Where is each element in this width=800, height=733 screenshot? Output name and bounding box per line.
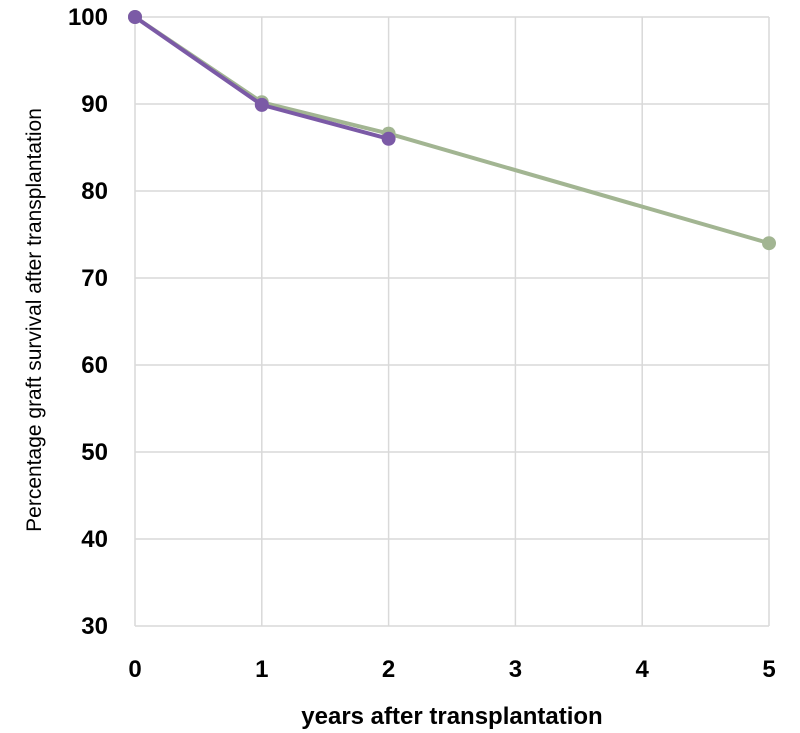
series-group — [128, 10, 776, 251]
series-1-point-3 — [762, 236, 776, 251]
x-tick-label-2: 2 — [382, 656, 395, 683]
y-tick-label-50: 50 — [81, 439, 108, 466]
y-tick-label-70: 70 — [81, 265, 108, 292]
y-tick-label-90: 90 — [81, 91, 108, 118]
series-2 — [128, 10, 396, 146]
y-axis-tick-labels: 30 40 50 60 70 80 90 100 — [68, 4, 108, 640]
x-tick-label-4: 4 — [636, 656, 650, 683]
y-tick-label-30: 30 — [81, 613, 108, 640]
y-tick-label-60: 60 — [81, 352, 108, 379]
x-tick-label-5: 5 — [762, 656, 775, 683]
series-1-line — [133, 15, 771, 246]
x-tick-label-1: 1 — [255, 656, 268, 683]
series-2-point-2 — [381, 131, 396, 146]
y-axis-title: Percentage graft survival after transpla… — [23, 108, 46, 532]
gridlines — [134, 16, 770, 627]
y-tick-label-80: 80 — [81, 178, 108, 205]
series-2-point-0 — [128, 10, 142, 24]
x-axis-tick-labels: 0 1 2 3 4 5 — [128, 656, 775, 683]
y-tick-label-40: 40 — [81, 526, 108, 553]
x-tick-label-0: 0 — [128, 656, 141, 683]
series-2-point-1 — [254, 97, 269, 112]
x-tick-label-3: 3 — [509, 656, 522, 683]
series-1 — [128, 10, 776, 251]
y-tick-label-100: 100 — [68, 4, 108, 31]
x-axis-title: years after transplantation — [301, 703, 602, 730]
